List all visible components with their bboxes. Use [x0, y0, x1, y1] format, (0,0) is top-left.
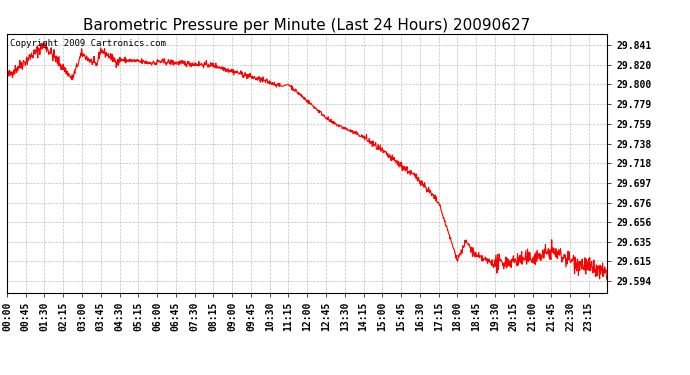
Text: Copyright 2009 Cartronics.com: Copyright 2009 Cartronics.com	[10, 39, 166, 48]
Title: Barometric Pressure per Minute (Last 24 Hours) 20090627: Barometric Pressure per Minute (Last 24 …	[83, 18, 531, 33]
